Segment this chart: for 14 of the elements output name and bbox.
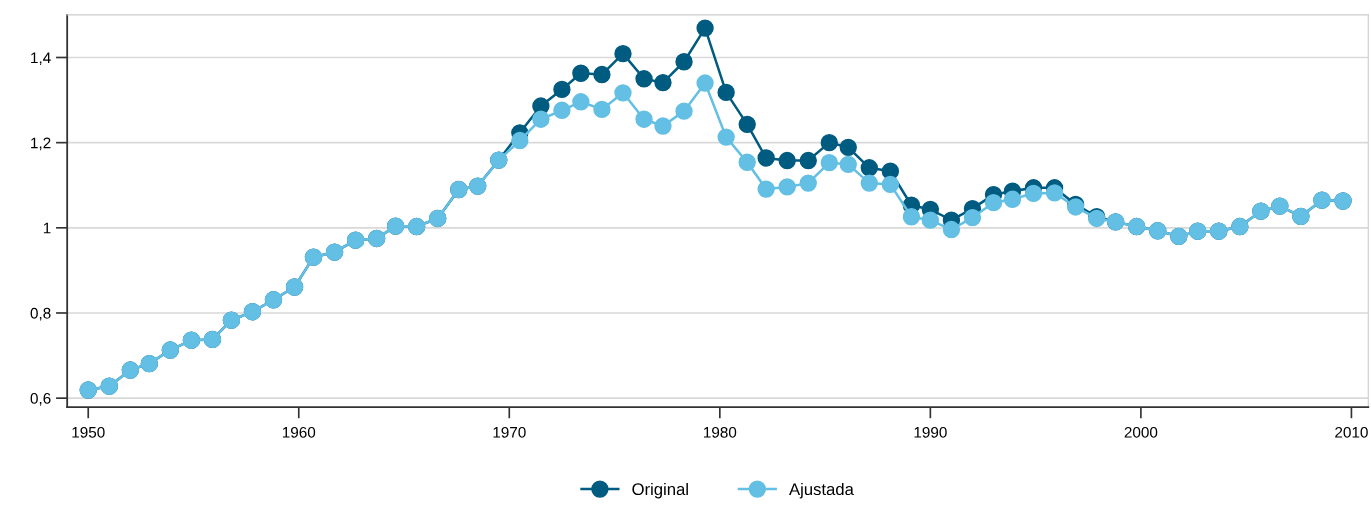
x-tick-label: 1950 <box>72 426 105 438</box>
legend-label: Ajustada <box>789 482 854 499</box>
x-tick-label: 1970 <box>493 426 526 438</box>
x-tick-label: 2000 <box>1124 426 1158 438</box>
y-tick-label: 0,6 <box>30 393 51 406</box>
x-tick-label: 2010 <box>1335 426 1368 438</box>
y-tick-label: 1,4 <box>31 52 51 65</box>
y-tick-label: 0,8 <box>30 307 51 321</box>
x-tick-label: 1990 <box>914 426 947 438</box>
legend-label: Original <box>632 482 688 499</box>
y-tick-label: 1 <box>43 222 51 234</box>
y-tick-label: 1,2 <box>31 137 51 151</box>
x-tick-label: 1980 <box>704 426 737 438</box>
x-tick-label: 1960 <box>282 426 316 438</box>
